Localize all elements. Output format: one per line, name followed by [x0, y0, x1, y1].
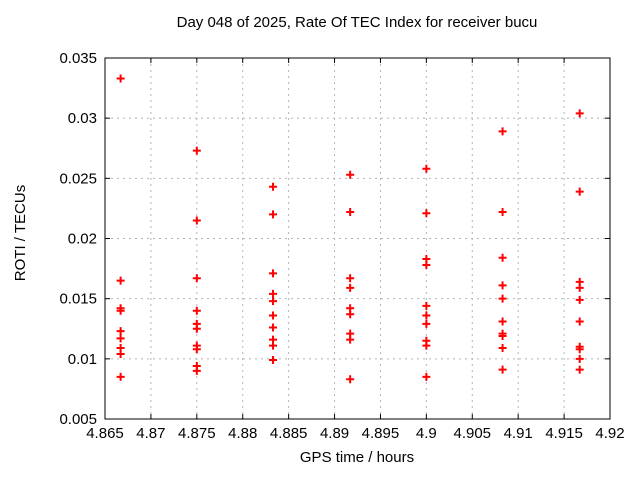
data-points — [116, 74, 584, 384]
data-point-marker — [192, 345, 201, 354]
data-point-marker — [575, 365, 584, 374]
data-point-marker — [269, 341, 278, 350]
x-tick-label: 4.89 — [320, 425, 349, 442]
y-tick-label: 0.015 — [59, 291, 97, 308]
data-point-marker — [422, 260, 431, 269]
x-tick-label: 4.91 — [504, 425, 533, 442]
data-point-marker — [346, 274, 355, 283]
data-point-marker — [498, 294, 507, 303]
x-tick-label: 4.865 — [86, 425, 124, 442]
x-axis-label: GPS time / hours — [300, 449, 414, 466]
data-point-marker — [346, 310, 355, 319]
data-point-marker — [116, 327, 125, 336]
x-tick-label: 4.895 — [362, 425, 400, 442]
data-point-marker — [346, 335, 355, 344]
data-point-marker — [269, 269, 278, 278]
data-point-marker — [422, 372, 431, 381]
data-point-marker — [346, 375, 355, 384]
data-point-marker — [575, 187, 584, 196]
data-point-marker — [422, 164, 431, 173]
data-point-marker — [192, 324, 201, 333]
data-point-marker — [116, 350, 125, 359]
data-point-marker — [192, 216, 201, 225]
x-tick-label: 4.905 — [453, 425, 491, 442]
data-point-marker — [575, 283, 584, 292]
data-point-marker — [346, 208, 355, 217]
data-point-marker — [269, 323, 278, 332]
data-point-marker — [269, 356, 278, 365]
data-point-marker — [422, 311, 431, 320]
data-point-marker — [269, 311, 278, 320]
data-point-marker — [498, 127, 507, 136]
data-point-marker — [422, 301, 431, 310]
data-point-marker — [498, 208, 507, 217]
data-point-marker — [498, 253, 507, 262]
data-point-marker — [192, 366, 201, 375]
data-point-marker — [192, 306, 201, 315]
data-point-marker — [575, 345, 584, 354]
x-tick-label: 4.87 — [136, 425, 165, 442]
data-point-marker — [498, 281, 507, 290]
data-point-marker — [575, 109, 584, 118]
x-tick-label: 4.885 — [270, 425, 308, 442]
y-tick-label: 0.03 — [68, 110, 97, 127]
y-tick-label: 0.02 — [68, 231, 97, 248]
y-axis-label: ROTI / TECUs — [12, 185, 29, 281]
y-tick-label: 0.005 — [59, 411, 97, 428]
x-tick-label: 4.9 — [416, 425, 437, 442]
data-point-marker — [269, 182, 278, 191]
data-point-marker — [269, 210, 278, 219]
data-point-marker — [422, 319, 431, 328]
data-point-marker — [116, 306, 125, 315]
data-point-marker — [116, 334, 125, 343]
x-tick-label: 4.915 — [545, 425, 583, 442]
data-point-marker — [422, 209, 431, 218]
tick-labels: 4.865 4.87 4.875 4.88 4.885 4.89 4.895 4.9 4.905… — [59, 50, 624, 442]
data-point-marker — [269, 289, 278, 298]
data-point-marker — [575, 295, 584, 304]
y-tick-label: 0.01 — [68, 351, 97, 368]
gridlines — [104, 57, 611, 420]
data-point-marker — [269, 297, 278, 306]
data-point-marker — [498, 317, 507, 326]
y-tick-label: 0.035 — [59, 50, 97, 67]
data-point-marker — [575, 354, 584, 363]
x-tick-label: 4.88 — [228, 425, 257, 442]
data-point-marker — [346, 170, 355, 179]
data-point-marker — [192, 274, 201, 283]
x-tick-label: 4.875 — [178, 425, 216, 442]
data-point-marker — [116, 372, 125, 381]
data-point-marker — [498, 365, 507, 374]
data-point-marker — [498, 344, 507, 353]
data-point-marker — [116, 276, 125, 285]
plot-border — [104, 57, 611, 420]
data-point-marker — [346, 283, 355, 292]
data-point-marker — [192, 146, 201, 155]
y-tick-label: 0.025 — [59, 170, 97, 187]
data-point-marker — [116, 74, 125, 83]
data-point-marker — [575, 317, 584, 326]
chart-title: Day 048 of 2025, Rate Of TEC Index for r… — [177, 14, 538, 31]
data-point-marker — [498, 331, 507, 340]
x-tick-label: 4.92 — [595, 425, 624, 442]
data-point-marker — [422, 341, 431, 350]
